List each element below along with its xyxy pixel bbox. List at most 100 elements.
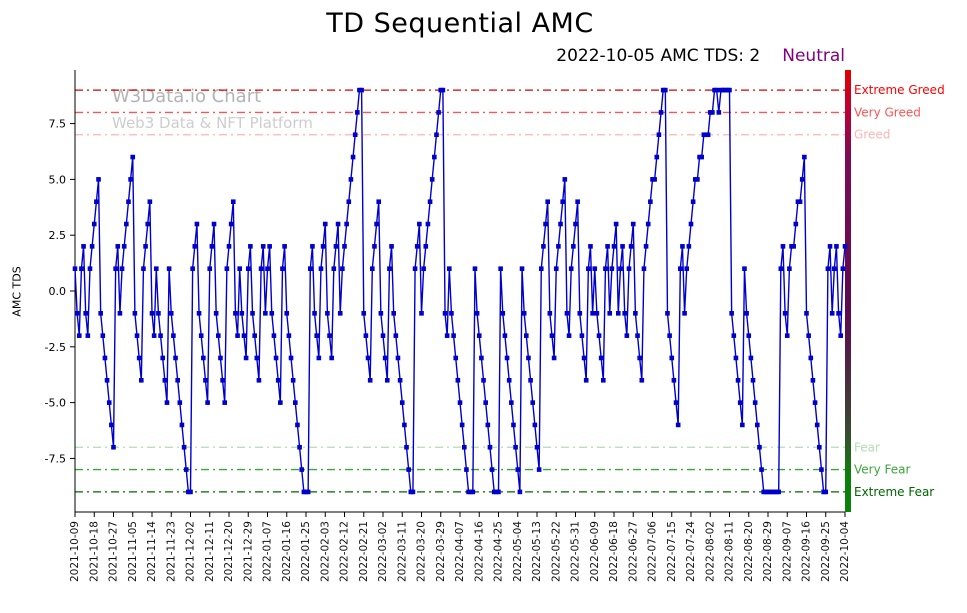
x-tick-label: 2022-07-15: [666, 521, 678, 582]
data-point: [124, 221, 129, 227]
y-tick-label: 0.0: [49, 285, 67, 298]
data-point: [538, 266, 544, 271]
data-point: [423, 244, 429, 249]
data-point: [447, 266, 452, 271]
y-tick-label: -5.0: [45, 397, 66, 410]
data-point: [419, 311, 424, 316]
data-point: [252, 333, 257, 338]
x-tick-label: 2021-12-20: [223, 521, 235, 582]
data-point: [603, 266, 608, 271]
data-point: [320, 244, 326, 249]
data-point: [626, 266, 632, 271]
data-point: [500, 311, 506, 316]
x-tick-label: 2022-05-22: [550, 521, 562, 582]
data-point: [378, 311, 384, 316]
x-tick-label: 2021-11-23: [165, 521, 177, 582]
data-point: [575, 199, 580, 205]
data-point: [440, 87, 446, 93]
data-point: [102, 355, 108, 361]
data-point: [327, 333, 332, 338]
data-point: [404, 444, 409, 450]
data-point: [502, 333, 508, 338]
data-point: [72, 266, 78, 271]
data-point: [374, 221, 379, 227]
data-point: [94, 199, 99, 205]
y-tick-label: -7.5: [45, 452, 66, 465]
x-tick-label: 2022-02-03: [319, 521, 331, 582]
data-point: [376, 199, 382, 205]
data-point: [271, 333, 277, 338]
data-point: [241, 333, 247, 338]
data-point: [275, 377, 281, 383]
data-point: [784, 333, 790, 338]
data-point: [825, 266, 831, 271]
data-point: [314, 333, 319, 338]
data-point: [464, 467, 469, 472]
data-point: [577, 311, 583, 316]
page-title: TD Sequential AMC: [326, 8, 594, 39]
data-point: [254, 355, 260, 361]
data-point: [573, 221, 578, 227]
y-tick-label: 2.5: [49, 229, 67, 242]
data-point: [658, 110, 664, 115]
data-point: [79, 266, 84, 271]
data-point: [136, 355, 142, 361]
data-point: [91, 221, 97, 227]
x-tick-label: 2022-09-25: [820, 521, 832, 582]
data-point: [329, 355, 334, 361]
data-point: [705, 132, 711, 138]
data-point: [365, 355, 371, 361]
data-point: [288, 355, 294, 361]
data-point: [205, 400, 210, 405]
x-tick-label: 2022-01-07: [262, 521, 274, 582]
data-point: [355, 110, 360, 115]
data-point: [230, 199, 236, 205]
x-tick-label: 2022-05-04: [512, 521, 524, 582]
data-point: [780, 244, 786, 249]
data-point: [166, 266, 172, 271]
x-tick-label: 2022-08-29: [762, 521, 774, 582]
x-tick-label: 2022-06-18: [608, 521, 620, 582]
data-point: [143, 244, 148, 249]
data-point: [113, 266, 118, 271]
data-point: [211, 221, 217, 227]
data-point: [556, 244, 561, 249]
data-point: [840, 266, 846, 271]
x-tick-label: 2022-08-11: [724, 521, 736, 582]
data-point: [551, 355, 557, 361]
data-point: [545, 199, 550, 205]
data-point: [367, 377, 373, 383]
data-point: [740, 422, 745, 428]
data-point: [265, 266, 270, 271]
data-point: [436, 110, 441, 115]
data-point: [814, 422, 820, 428]
data-point: [149, 311, 155, 316]
data-point: [295, 422, 300, 428]
data-point: [592, 266, 598, 271]
data-point: [519, 266, 525, 271]
data-point: [643, 244, 649, 249]
x-tick-label: 2022-02-21: [358, 521, 370, 582]
data-point: [605, 244, 610, 249]
data-point: [823, 489, 829, 495]
x-tick-label: 2021-10-18: [88, 521, 100, 582]
data-point: [489, 467, 495, 472]
data-point: [735, 377, 741, 383]
data-point: [750, 377, 756, 383]
data-point: [331, 266, 337, 271]
data-point: [521, 311, 527, 316]
data-point: [151, 333, 157, 338]
data-point: [318, 266, 324, 271]
data-point: [793, 221, 799, 227]
data-point: [590, 311, 595, 316]
data-point: [156, 311, 161, 316]
x-tick-label: 2022-04-25: [493, 521, 505, 582]
x-tick-label: 2022-06-09: [589, 521, 601, 582]
x-tick-label: 2022-05-31: [570, 521, 582, 582]
data-point: [158, 333, 163, 338]
data-point: [352, 132, 358, 138]
data-point: [714, 87, 719, 93]
x-tick-label: 2022-10-04: [839, 521, 851, 582]
data-point: [222, 400, 228, 405]
data-point: [370, 266, 375, 271]
